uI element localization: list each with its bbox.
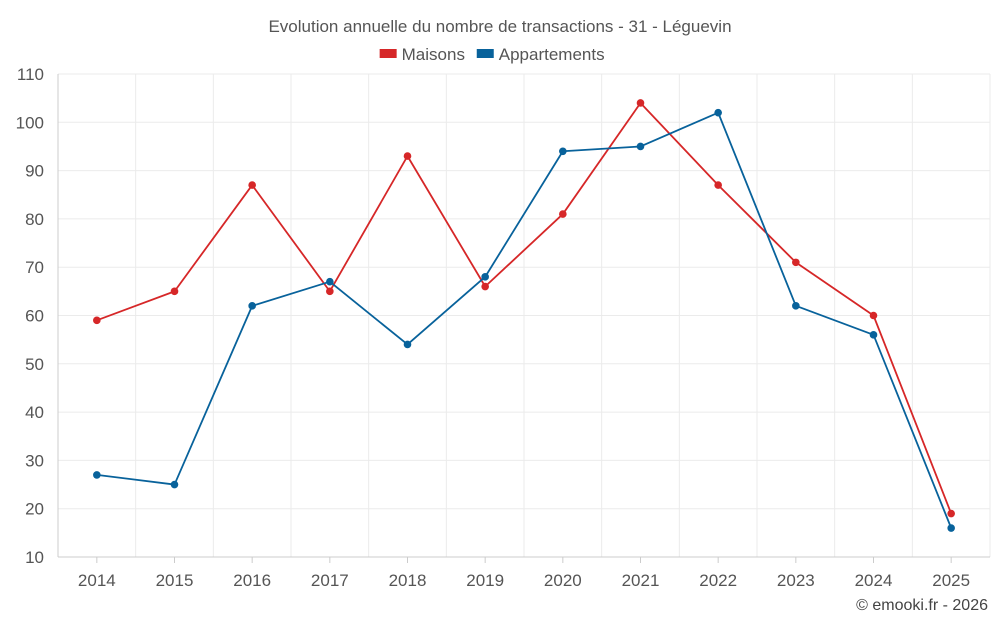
point-maisons-2021[interactable] bbox=[636, 99, 645, 107]
legend[interactable]: Maisons Appartements bbox=[379, 45, 605, 64]
axis-layer: 10 20 30 40 50 60 70 80 90 100 110 2014 2015 2016 2017… bbox=[16, 65, 990, 590]
y-tick-label-100: 100 bbox=[16, 113, 44, 132]
x-tick-label-2017: 2017 bbox=[311, 571, 349, 590]
series-line-appartements bbox=[96, 111, 953, 529]
legend-label-appartements: Appartements bbox=[499, 45, 605, 64]
point-maisons-2017[interactable] bbox=[326, 287, 334, 296]
point-maisons-2018[interactable] bbox=[403, 152, 412, 160]
x-tick-label-2023: 2023 bbox=[777, 571, 815, 590]
series-maisons bbox=[93, 99, 955, 518]
y-tick-label-110: 110 bbox=[17, 65, 44, 84]
x-tick-label-2024: 2024 bbox=[855, 571, 893, 590]
point-maisons-2020[interactable] bbox=[559, 210, 567, 218]
y-tick-label-80: 80 bbox=[25, 210, 44, 229]
series-layer bbox=[93, 99, 955, 532]
x-tick-label-2015: 2015 bbox=[156, 571, 194, 590]
point-appartements-2014[interactable] bbox=[93, 471, 101, 479]
y-tick-label-30: 30 bbox=[25, 451, 44, 470]
y-tick-label-40: 40 bbox=[25, 403, 44, 422]
y-tick-label-70: 70 bbox=[25, 258, 44, 277]
legend-item-appartements[interactable]: Appartements bbox=[476, 45, 605, 64]
legend-item-maisons[interactable]: Maisons bbox=[379, 45, 465, 64]
x-tick-label-2018: 2018 bbox=[389, 571, 427, 590]
point-maisons-2023[interactable] bbox=[792, 258, 800, 267]
point-appartements-2025[interactable] bbox=[947, 524, 955, 532]
point-maisons-2015[interactable] bbox=[170, 287, 179, 296]
x-tick-label-2019: 2019 bbox=[466, 571, 504, 590]
x-tick-label-2020: 2020 bbox=[544, 571, 582, 590]
point-maisons-2016[interactable] bbox=[248, 181, 256, 189]
point-maisons-2024[interactable] bbox=[869, 311, 878, 320]
point-appartements-2015[interactable] bbox=[170, 480, 179, 489]
x-tick-label-2016: 2016 bbox=[233, 571, 271, 590]
point-appartements-2024[interactable] bbox=[869, 331, 878, 339]
legend-swatch-maisons bbox=[379, 49, 397, 58]
x-tick-label-2022: 2022 bbox=[699, 571, 737, 590]
x-tick-label-2014: 2014 bbox=[78, 571, 116, 590]
point-appartements-2017[interactable] bbox=[326, 277, 334, 286]
point-maisons-2022[interactable] bbox=[714, 181, 722, 189]
point-maisons-2014[interactable] bbox=[93, 316, 101, 325]
credit-text: © emooki.fr - 2026 bbox=[856, 597, 988, 614]
series-line-maisons bbox=[96, 102, 953, 514]
y-tick-label-20: 20 bbox=[25, 500, 44, 519]
y-tick-label-10: 10 bbox=[25, 548, 44, 567]
legend-swatch-appartements bbox=[476, 49, 494, 58]
point-appartements-2020[interactable] bbox=[559, 147, 567, 156]
point-maisons-2019[interactable] bbox=[481, 282, 489, 291]
chart-title: Evolution annuelle du nombre de transact… bbox=[268, 17, 731, 36]
y-tick-label-90: 90 bbox=[25, 162, 44, 181]
point-appartements-2021[interactable] bbox=[636, 142, 645, 151]
y-tick-label-60: 60 bbox=[25, 307, 44, 326]
point-appartements-2016[interactable] bbox=[248, 302, 256, 310]
legend-label-maisons: Maisons bbox=[402, 45, 465, 64]
grid-layer bbox=[57, 73, 991, 557]
y-tick-label-50: 50 bbox=[25, 355, 44, 374]
point-appartements-2023[interactable] bbox=[792, 302, 800, 310]
x-tick-label-2025: 2025 bbox=[932, 571, 970, 590]
point-maisons-2025[interactable] bbox=[947, 509, 955, 518]
point-appartements-2019[interactable] bbox=[481, 273, 489, 281]
series-appartements bbox=[93, 108, 955, 532]
point-appartements-2018[interactable] bbox=[403, 340, 412, 349]
x-tick-label-2021: 2021 bbox=[622, 571, 660, 590]
point-appartements-2022[interactable] bbox=[714, 108, 722, 117]
